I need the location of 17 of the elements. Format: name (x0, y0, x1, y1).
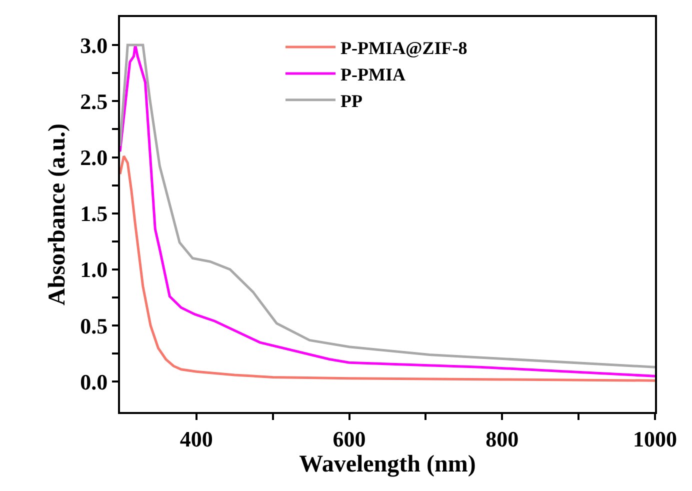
y-tick-label: 2.5 (80, 88, 108, 114)
y-tick-label: 3.0 (80, 32, 108, 58)
legend-label: P-PMIA (340, 64, 406, 84)
line-series (120, 154, 655, 382)
y-tick-label: 2.0 (80, 144, 108, 170)
y-axis-title: Absorbance (a.u.) (44, 123, 71, 306)
y-tick-label: 0.0 (80, 369, 108, 394)
y-tick-label: 0.5 (80, 313, 108, 338)
x-tick-label: 600 (332, 426, 366, 452)
x-axis-title: Wavelength (nm) (299, 451, 476, 478)
x-tick-label: 400 (180, 426, 213, 452)
x-tick-label: 800 (486, 426, 519, 452)
y-tick-label: 1.0 (80, 257, 108, 282)
legend-label: P-PMIA@ZIF-8 (340, 38, 468, 58)
legend-label: PP (340, 90, 362, 111)
x-tick-label: 1000 (633, 426, 677, 452)
y-tick-label: 1.5 (80, 201, 108, 226)
